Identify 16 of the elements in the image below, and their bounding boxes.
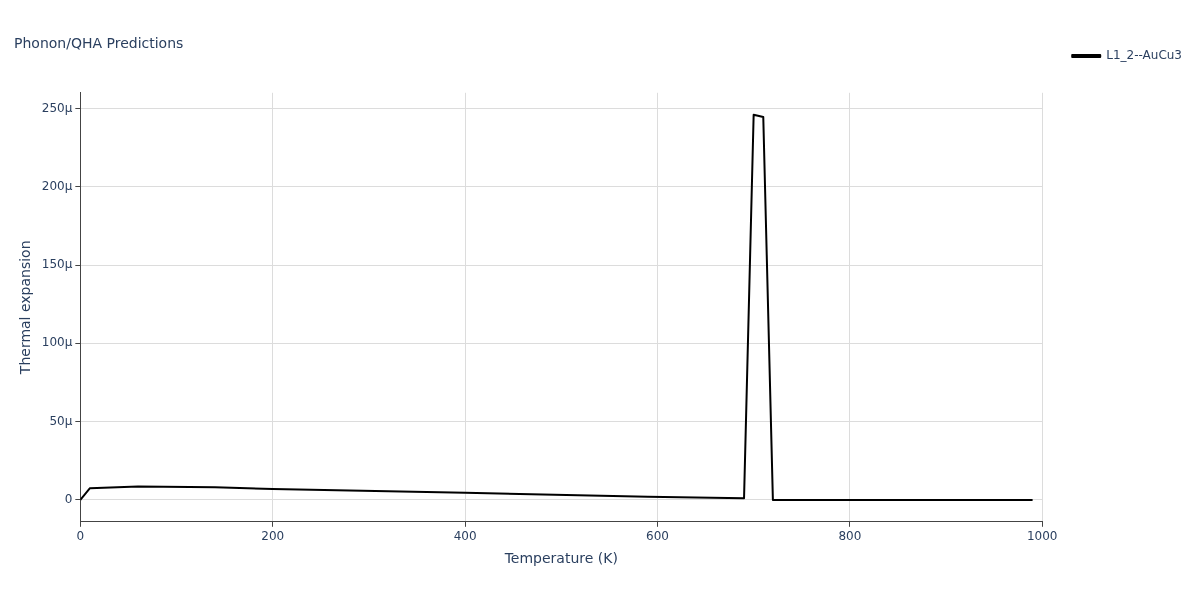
chart-title: Phonon/QHA Predictions: [14, 35, 184, 52]
y-tick-label: 250µ: [41, 100, 73, 115]
y-axis-title: Thermal expansion: [17, 240, 34, 376]
y-tick-label: 200µ: [41, 178, 73, 193]
x-tick-label: 600: [646, 529, 669, 544]
y-tick-label: 0: [64, 492, 73, 507]
legend-label: L1_2--AuCu3: [1106, 48, 1183, 63]
x-tick-label: 0: [76, 529, 85, 544]
x-axis-title: Temperature (K): [503, 550, 618, 567]
x-tick-label: 1000: [1026, 529, 1058, 544]
x-tick-label: 200: [261, 529, 285, 544]
x-tick-label: 400: [453, 529, 477, 544]
x-tick-label: 800: [838, 529, 862, 544]
y-tick-label: 50µ: [49, 413, 73, 428]
y-tick-label: 100µ: [41, 335, 73, 350]
y-tick-label: 150µ: [41, 257, 73, 272]
